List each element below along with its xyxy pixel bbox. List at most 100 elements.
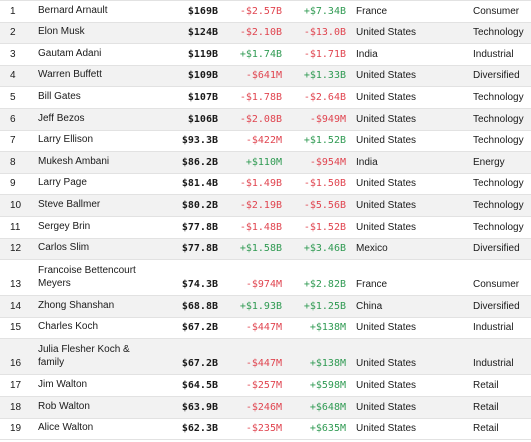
net-worth-cell: $86.2B — [181, 156, 218, 168]
net-worth-cell: $109B — [187, 70, 218, 82]
table-row[interactable]: 17 Jim Walton $64.5B -$257M +$598M United Sta… — [0, 375, 531, 397]
name-cell: Julia Flesher Koch & family — [38, 344, 130, 369]
name-cell: Francoise Bettencourt Meyers — [38, 265, 136, 290]
table-row[interactable]: 19 Alice Walton $62.3B -$235M +$635M United S… — [0, 419, 531, 441]
ytd-change-cell: +$138M — [309, 358, 346, 370]
country-cell: United States — [356, 27, 417, 39]
table-row[interactable]: 5 Bill Gates $107B -$1.78B -$2.64B United Sta… — [0, 87, 531, 109]
rank-cell: 12 — [10, 243, 22, 255]
table-row[interactable]: 10 Steve Ballmer $80.2B -$2.19B -$5.56B Unite… — [0, 195, 531, 217]
rank-cell: 5 — [10, 91, 16, 103]
rank-cell: 6 — [10, 113, 16, 125]
ytd-change-cell: +$1.33B — [303, 70, 346, 82]
industry-cell: Technology — [473, 199, 524, 211]
table-row[interactable]: 9 Larry Page $81.4B -$1.49B -$1.50B United St… — [0, 174, 531, 196]
country-cell: India — [356, 156, 378, 168]
table-row[interactable]: 16 Julia Flesher Koch & family $67.2B -$447… — [0, 339, 531, 376]
industry-cell: Technology — [473, 91, 524, 103]
country-cell: United States — [356, 221, 417, 233]
daily-change-cell: -$422M — [245, 135, 282, 147]
net-worth-cell: $68.8B — [181, 300, 218, 312]
rank-cell: 18 — [10, 401, 22, 413]
rank-cell: 10 — [10, 199, 22, 211]
country-cell: United States — [356, 70, 417, 82]
table-row[interactable]: 11 Sergey Brin $77.8B -$1.48B -$1.52B United … — [0, 217, 531, 239]
name-cell: Bernard Arnault — [38, 4, 108, 16]
ytd-change-cell: -$1.71B — [303, 48, 346, 60]
daily-change-cell: -$1.78B — [239, 91, 282, 103]
daily-change-cell: -$1.49B — [239, 178, 282, 190]
country-cell: United States — [356, 199, 417, 211]
table-row[interactable]: 15 Charles Koch $67.2B -$447M +$138M United S… — [0, 318, 531, 340]
industry-cell: Diversified — [473, 243, 520, 255]
rank-cell: 9 — [10, 178, 16, 190]
country-cell: United States — [356, 91, 417, 103]
ytd-change-cell: +$598M — [309, 379, 346, 391]
net-worth-cell: $107B — [187, 91, 218, 103]
industry-cell: Industrial — [473, 48, 514, 60]
net-worth-cell: $63.9B — [181, 401, 218, 413]
table-row[interactable]: 7 Larry Ellison $93.3B -$422M +$1.52B United … — [0, 131, 531, 153]
net-worth-cell: $74.3B — [181, 279, 218, 291]
daily-change-cell: -$447M — [245, 358, 282, 370]
daily-change-cell: -$1.48B — [239, 221, 282, 233]
name-cell: Mukesh Ambani — [38, 155, 110, 167]
industry-cell: Consumer — [473, 279, 520, 291]
name-cell: Bill Gates — [38, 90, 81, 102]
table-row[interactable]: 18 Rob Walton $63.9B -$246M +$648M United Sta… — [0, 396, 531, 419]
net-worth-cell: $106B — [187, 113, 218, 125]
rank-cell: 7 — [10, 135, 16, 147]
ytd-change-cell: -$2.64B — [303, 91, 346, 103]
country-cell: France — [356, 279, 388, 291]
net-worth-cell: $81.4B — [181, 178, 218, 190]
country-cell: United States — [356, 379, 417, 391]
net-worth-cell: $93.3B — [181, 135, 218, 147]
industry-cell: Retail — [473, 423, 499, 435]
industry-cell: Technology — [473, 221, 524, 233]
ytd-change-cell: +$635M — [309, 423, 346, 435]
table-row[interactable]: 8 Mukesh Ambani $86.2B +$110M -$954M India Ene… — [0, 152, 531, 174]
rank-cell: 19 — [10, 423, 22, 435]
rank-cell: 13 — [10, 279, 22, 291]
industry-cell: Technology — [473, 113, 524, 125]
table-row[interactable]: 4 Warren Buffett $109B -$641M +$1.33B United … — [0, 65, 531, 88]
name-cell: Gautam Adani — [38, 47, 102, 59]
name-cell: Larry Ellison — [38, 134, 94, 146]
net-worth-cell: $80.2B — [181, 199, 218, 211]
daily-change-cell: +$1.58B — [239, 243, 282, 255]
daily-change-cell: -$235M — [245, 423, 282, 435]
table-row[interactable]: 2 Elon Musk $124B -$2.10B -$13.0B United Stat… — [0, 22, 531, 45]
name-cell: Warren Buffett — [38, 69, 102, 81]
daily-change-cell: +$110M — [245, 156, 282, 168]
daily-change-cell: +$1.93B — [239, 300, 282, 312]
ytd-change-cell: -$954M — [309, 156, 346, 168]
table-row[interactable]: 3 Gautam Adani $119B +$1.74B -$1.71B India Ind… — [0, 44, 531, 66]
name-cell: Carlos Slim — [38, 242, 90, 254]
industry-cell: Retail — [473, 379, 499, 391]
daily-change-cell: -$257M — [245, 379, 282, 391]
industry-cell: Consumer — [473, 5, 520, 17]
table-row[interactable]: 13 Francoise Bettencourt Meyers $74.3B -$97… — [0, 260, 531, 297]
daily-change-cell: -$2.19B — [239, 199, 282, 211]
industry-cell: Energy — [473, 156, 505, 168]
net-worth-cell: $169B — [187, 5, 218, 17]
name-cell: Rob Walton — [38, 400, 90, 412]
country-cell: India — [356, 48, 378, 60]
rank-cell: 14 — [10, 300, 22, 312]
rank-cell: 17 — [10, 379, 22, 391]
industry-cell: Industrial — [473, 358, 514, 370]
rank-cell: 11 — [10, 221, 21, 233]
rank-cell: 2 — [10, 27, 16, 39]
industry-cell: Diversified — [473, 300, 520, 312]
ytd-change-cell: +$648M — [309, 401, 346, 413]
net-worth-cell: $64.5B — [181, 379, 218, 391]
table-row[interactable]: 14 Zhong Shanshan $68.8B +$1.93B +$1.25B Chin… — [0, 296, 531, 318]
table-row[interactable]: 1 Bernard Arnault $169B -$2.57B +$7.34B Franc… — [0, 1, 531, 23]
daily-change-cell: -$2.57B — [239, 5, 282, 17]
country-cell: United States — [356, 113, 417, 125]
rank-cell: 3 — [10, 48, 16, 60]
table-row[interactable]: 6 Jeff Bezos $106B -$2.08B -$949M United Stat… — [0, 108, 531, 131]
table-row[interactable]: 12 Carlos Slim $77.8B +$1.58B +$3.46B Mexico D… — [0, 238, 531, 261]
name-cell: Jim Walton — [38, 378, 88, 390]
